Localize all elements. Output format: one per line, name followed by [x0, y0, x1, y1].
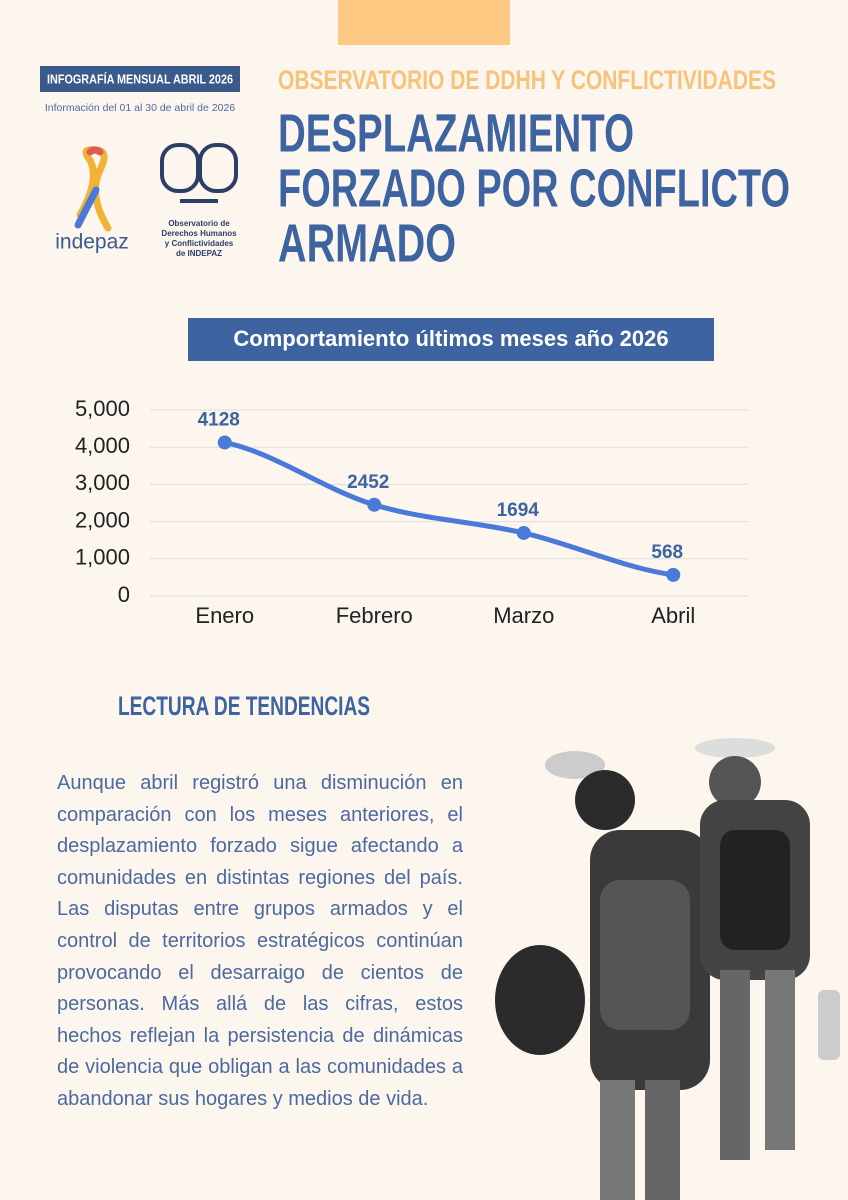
data-label: 568: [651, 542, 683, 563]
observatory-logo-text: Derechos Humanos: [161, 229, 237, 238]
x-tick-label: Febrero: [336, 603, 413, 628]
date-range: Información del 01 al 30 de abril de 202…: [45, 102, 235, 114]
observatory-logo-text: y Conflictividades: [165, 239, 234, 248]
badge: INFOGRAFÍA MENSUAL ABRIL 2026: [47, 71, 233, 86]
badge-bg: [40, 66, 240, 92]
photo-illustration: [495, 738, 840, 1200]
accent-block: [338, 0, 510, 45]
data-point: [217, 435, 232, 450]
y-tick-label: 2,000: [75, 507, 130, 532]
data-label: 4128: [198, 409, 240, 430]
chart-title: Comportamiento últimos meses año 2026: [233, 326, 668, 351]
y-tick-label: 1,000: [75, 545, 130, 570]
y-tick-label: 4,000: [75, 433, 130, 458]
data-point: [367, 497, 382, 512]
data-label: 2452: [347, 472, 389, 493]
title-line: DESPLAZAMIENTO: [278, 103, 634, 163]
x-tick-label: Enero: [195, 603, 254, 628]
chart-title-bg: [188, 318, 714, 361]
logo-name: indepaz: [55, 231, 129, 254]
x-tick-label: Marzo: [493, 603, 554, 628]
data-point: [666, 567, 681, 582]
paragraph: Aunque abril registró una disminución en…: [57, 772, 463, 1110]
title-line: FORZADO POR CONFLICTO: [278, 158, 790, 218]
data-label: 1694: [497, 500, 540, 521]
ribbon-logo: [74, 146, 112, 232]
y-tick-label: 5,000: [75, 396, 130, 421]
x-tick-label: Abril: [651, 603, 695, 628]
observatory-logo-text: Observatorio de: [168, 219, 230, 228]
observatory-logo: [160, 143, 238, 203]
kicker: OBSERVATORIO DE DDHH Y CONFLICTIVIDADES: [278, 65, 776, 95]
data-line: [224, 439, 674, 578]
y-tick-label: 3,000: [75, 470, 130, 495]
observatory-logo-text: de INDEPAZ: [176, 249, 222, 258]
section-title: LECTURA DE TENDENCIAS: [118, 691, 370, 721]
title-line: ARMADO: [278, 213, 456, 273]
y-tick-label: 0: [118, 582, 130, 607]
data-point: [516, 525, 531, 540]
